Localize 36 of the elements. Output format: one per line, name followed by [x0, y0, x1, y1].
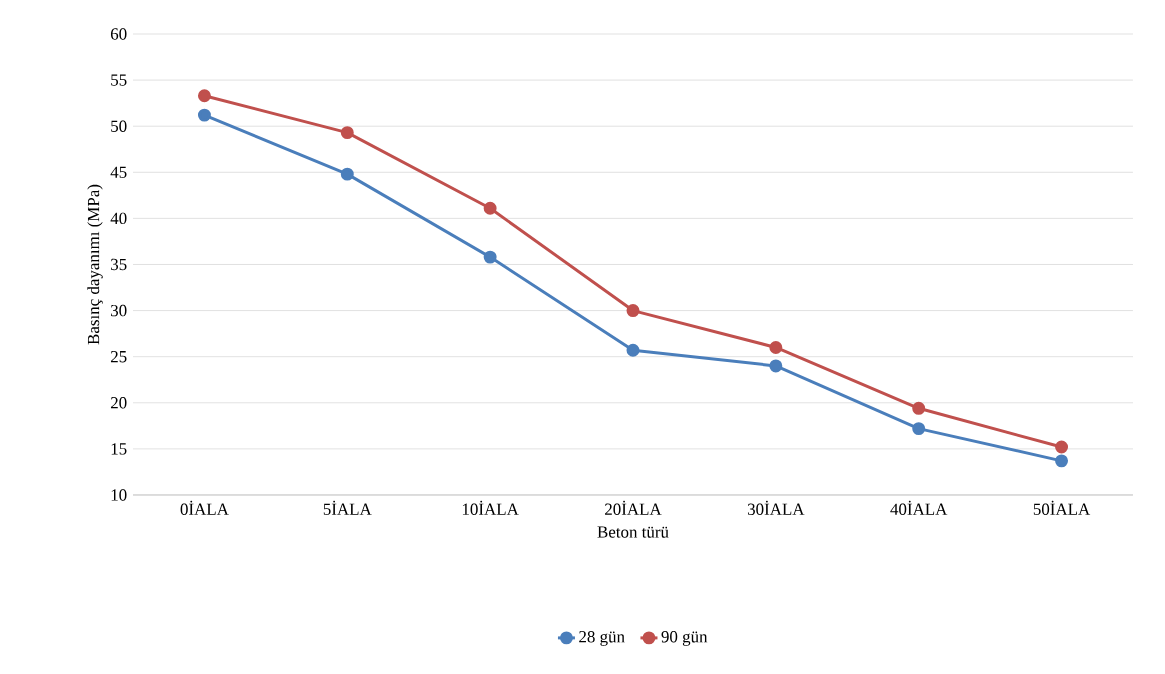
x-tick-label: 40İALA [890, 500, 948, 515]
y-tick-label: 30 [111, 304, 127, 317]
x-tick-label: 50İALA [1033, 500, 1091, 515]
y-tick-label: 45 [110, 166, 127, 178]
point [626, 343, 640, 357]
point [1055, 440, 1069, 454]
point [197, 89, 211, 103]
y-tick-label: 10 [111, 489, 127, 501]
y-axis-title: Basınç dayanımı (MPa) [87, 184, 103, 345]
point [197, 108, 211, 122]
x-tick-label: 5İALA [323, 500, 372, 515]
y-tick-label: 20 [110, 397, 127, 409]
y-tick-label: 40 [110, 212, 127, 225]
point [483, 201, 497, 215]
y-tick-label: 55 [111, 74, 127, 86]
y-tick-label: 35 [111, 258, 127, 271]
y-tick-label: 50 [111, 120, 127, 132]
x-tick-label: 20İALA [605, 500, 662, 515]
point [769, 359, 783, 373]
legend-label: 90 gün [661, 630, 708, 646]
x-axis-title: Beton türü [597, 526, 669, 538]
x-tick-label: 0İALA [180, 500, 229, 515]
point [912, 422, 926, 436]
point [340, 167, 354, 181]
point [340, 126, 354, 140]
point [912, 401, 926, 415]
x-tick-label: 30İALA [747, 500, 805, 515]
y-tick-label: 60 [110, 28, 127, 40]
point [1055, 454, 1069, 468]
point [626, 304, 640, 318]
y-tick-label: 15 [111, 443, 127, 455]
y-tick-label: 25 [110, 350, 127, 363]
legend-label: 28 gün [579, 630, 625, 646]
x-tick-label: 10İALA [462, 500, 519, 515]
point [769, 340, 783, 354]
point [483, 250, 497, 264]
